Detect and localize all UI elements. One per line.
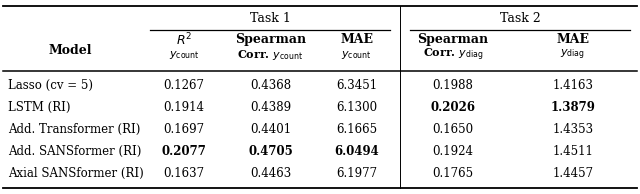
Text: Corr. $y_{\rm diag}$: Corr. $y_{\rm diag}$ (422, 47, 483, 63)
Text: Spearman: Spearman (417, 33, 488, 46)
Text: $R^2$: $R^2$ (176, 31, 192, 48)
Text: 0.1765: 0.1765 (432, 167, 474, 180)
Text: 0.1267: 0.1267 (163, 79, 205, 92)
Text: Spearman: Spearman (235, 33, 306, 46)
Text: MAE: MAE (340, 33, 373, 46)
Text: 0.2077: 0.2077 (161, 145, 207, 158)
Text: Corr. $y_{\rm count}$: Corr. $y_{\rm count}$ (237, 48, 303, 62)
Text: 1.4353: 1.4353 (552, 123, 593, 136)
Text: 6.1665: 6.1665 (336, 123, 378, 136)
Text: Lasso (cv = 5): Lasso (cv = 5) (8, 79, 93, 92)
Text: 0.1697: 0.1697 (163, 123, 205, 136)
Text: $y_{\rm count}$: $y_{\rm count}$ (342, 49, 372, 61)
Text: 6.3451: 6.3451 (336, 79, 378, 92)
Text: Add. Transformer (RI): Add. Transformer (RI) (8, 123, 140, 136)
Text: Task 2: Task 2 (500, 12, 540, 25)
Text: 0.4705: 0.4705 (248, 145, 292, 158)
Text: 0.2026: 0.2026 (430, 101, 476, 114)
Text: $y_{\rm count}$: $y_{\rm count}$ (169, 49, 199, 61)
Text: 0.4368: 0.4368 (250, 79, 291, 92)
Text: 0.1988: 0.1988 (433, 79, 473, 92)
Text: 6.1300: 6.1300 (336, 101, 378, 114)
Text: MAE: MAE (556, 33, 589, 46)
Text: 1.4511: 1.4511 (552, 145, 593, 158)
Text: 0.1637: 0.1637 (163, 167, 205, 180)
Text: 1.4163: 1.4163 (552, 79, 593, 92)
Text: 0.4389: 0.4389 (250, 101, 291, 114)
Text: 6.1977: 6.1977 (336, 167, 378, 180)
Text: 0.1914: 0.1914 (163, 101, 205, 114)
Text: 0.4401: 0.4401 (250, 123, 291, 136)
Text: Axial SANSformer (RI): Axial SANSformer (RI) (8, 167, 143, 180)
Text: Add. SANSformer (RI): Add. SANSformer (RI) (8, 145, 141, 158)
Text: 1.3879: 1.3879 (550, 101, 595, 114)
Text: 0.1924: 0.1924 (432, 145, 474, 158)
Text: 0.4463: 0.4463 (250, 167, 291, 180)
Text: Model: Model (49, 44, 92, 57)
Text: LSTM (RI): LSTM (RI) (8, 101, 70, 114)
Text: Task 1: Task 1 (250, 12, 291, 25)
Text: 0.1650: 0.1650 (432, 123, 474, 136)
Text: $y_{\rm diag}$: $y_{\rm diag}$ (560, 48, 586, 62)
Text: 6.0494: 6.0494 (335, 145, 379, 158)
Text: 1.4457: 1.4457 (552, 167, 593, 180)
